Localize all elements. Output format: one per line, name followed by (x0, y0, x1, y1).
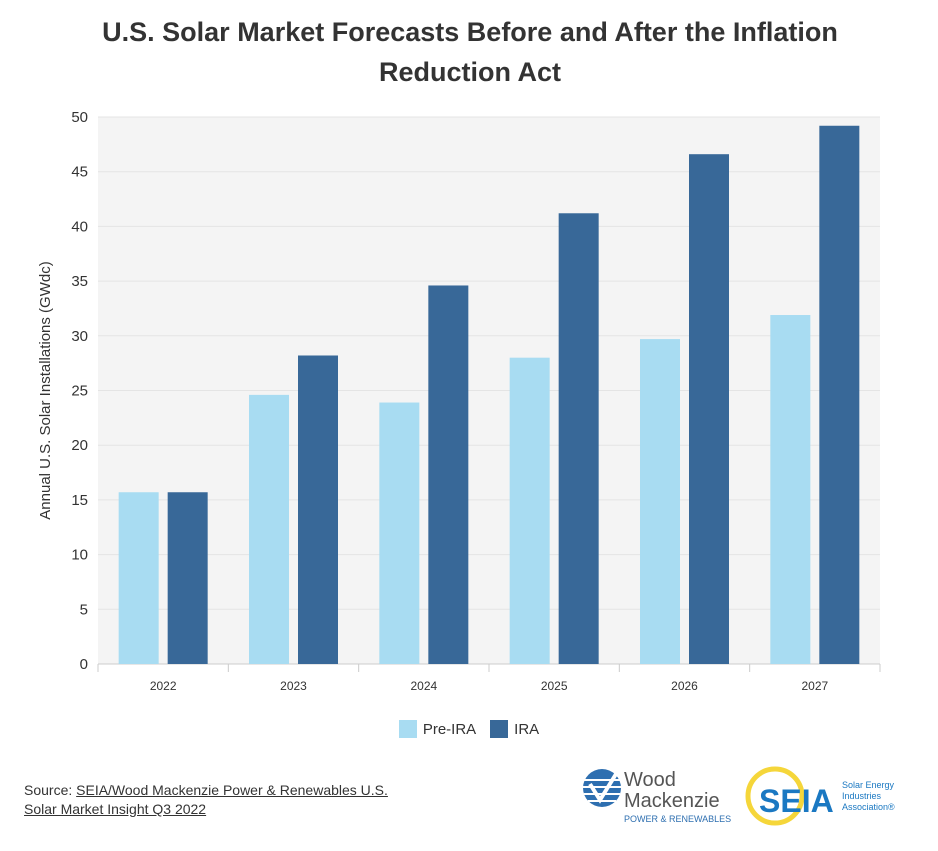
legend-label: Pre-IRA (422, 720, 477, 738)
wm-line1: Wood (624, 769, 676, 791)
y-tick-label: 50 (71, 109, 88, 126)
bar-ira-2024 (428, 285, 469, 664)
source-note: Source: SEIA/Wood Mackenzie Power & Rene… (24, 781, 414, 819)
legend-swatch (398, 720, 417, 738)
wm-line2: Mackenzie (624, 790, 720, 812)
x-tick-label: 2024 (410, 679, 437, 693)
y-tick-label: 10 (71, 547, 88, 564)
seia-line2: Industries (842, 791, 882, 801)
seia-line3: Association® (842, 802, 895, 812)
wood-mackenzie-logo: Wood Mackenzie POWER & RENEWABLES (582, 768, 732, 833)
y-tick-label: 20 (71, 437, 88, 454)
seia-sun-icon (745, 766, 805, 826)
y-tick-label: 0 (80, 656, 88, 673)
seia-logo: SEIA Solar Energy Industries Association… (745, 766, 905, 833)
bar-ira-2025 (558, 213, 599, 664)
bar-pre-ira-2023 (249, 394, 289, 664)
bar-pre-ira-2025 (509, 357, 550, 664)
bar-pre-ira-2026 (640, 339, 680, 664)
bar-pre-ira-2027 (770, 315, 811, 664)
x-tick-label: 2022 (150, 679, 177, 693)
bar-ira-2023 (298, 355, 338, 664)
legend-item-pre-ira[interactable]: Pre-IRA (398, 720, 477, 738)
y-tick-label: 45 (71, 164, 88, 181)
x-tick-label: 2023 (280, 679, 307, 693)
source-link[interactable]: SEIA/Wood Mackenzie Power & Renewables U… (24, 782, 388, 817)
y-tick-label: 25 (71, 383, 88, 400)
y-tick-label: 5 (80, 601, 88, 618)
bar-ira-2022 (167, 492, 208, 664)
x-tick-label: 2027 (801, 679, 828, 693)
wm-tagline: POWER & RENEWABLES (624, 814, 731, 824)
x-tick-label: 2025 (541, 679, 568, 693)
bar-pre-ira-2022 (118, 492, 159, 664)
chart-title: U.S. Solar Market Forecasts Before and A… (102, 17, 838, 87)
y-axis-label: Annual U.S. Solar Installations (GWdc) (37, 261, 54, 519)
source-prefix: Source: (24, 782, 77, 798)
y-tick-label: 35 (71, 273, 88, 290)
y-tick-label: 40 (71, 218, 88, 235)
bar-pre-ira-2024 (379, 402, 420, 664)
x-tick-label: 2026 (671, 679, 698, 693)
y-tick-label: 15 (71, 492, 88, 509)
bar-ira-2026 (689, 154, 729, 665)
seia-mark: SEIA (759, 783, 834, 819)
y-tick-label: 30 (71, 328, 88, 345)
legend: Pre-IRA IRA (0, 720, 938, 738)
seia-line1: Solar Energy (842, 780, 895, 790)
legend-label: IRA (514, 720, 540, 738)
legend-item-ira[interactable]: IRA (490, 720, 539, 738)
legend-swatch (490, 720, 509, 738)
bar-ira-2027 (819, 125, 860, 664)
